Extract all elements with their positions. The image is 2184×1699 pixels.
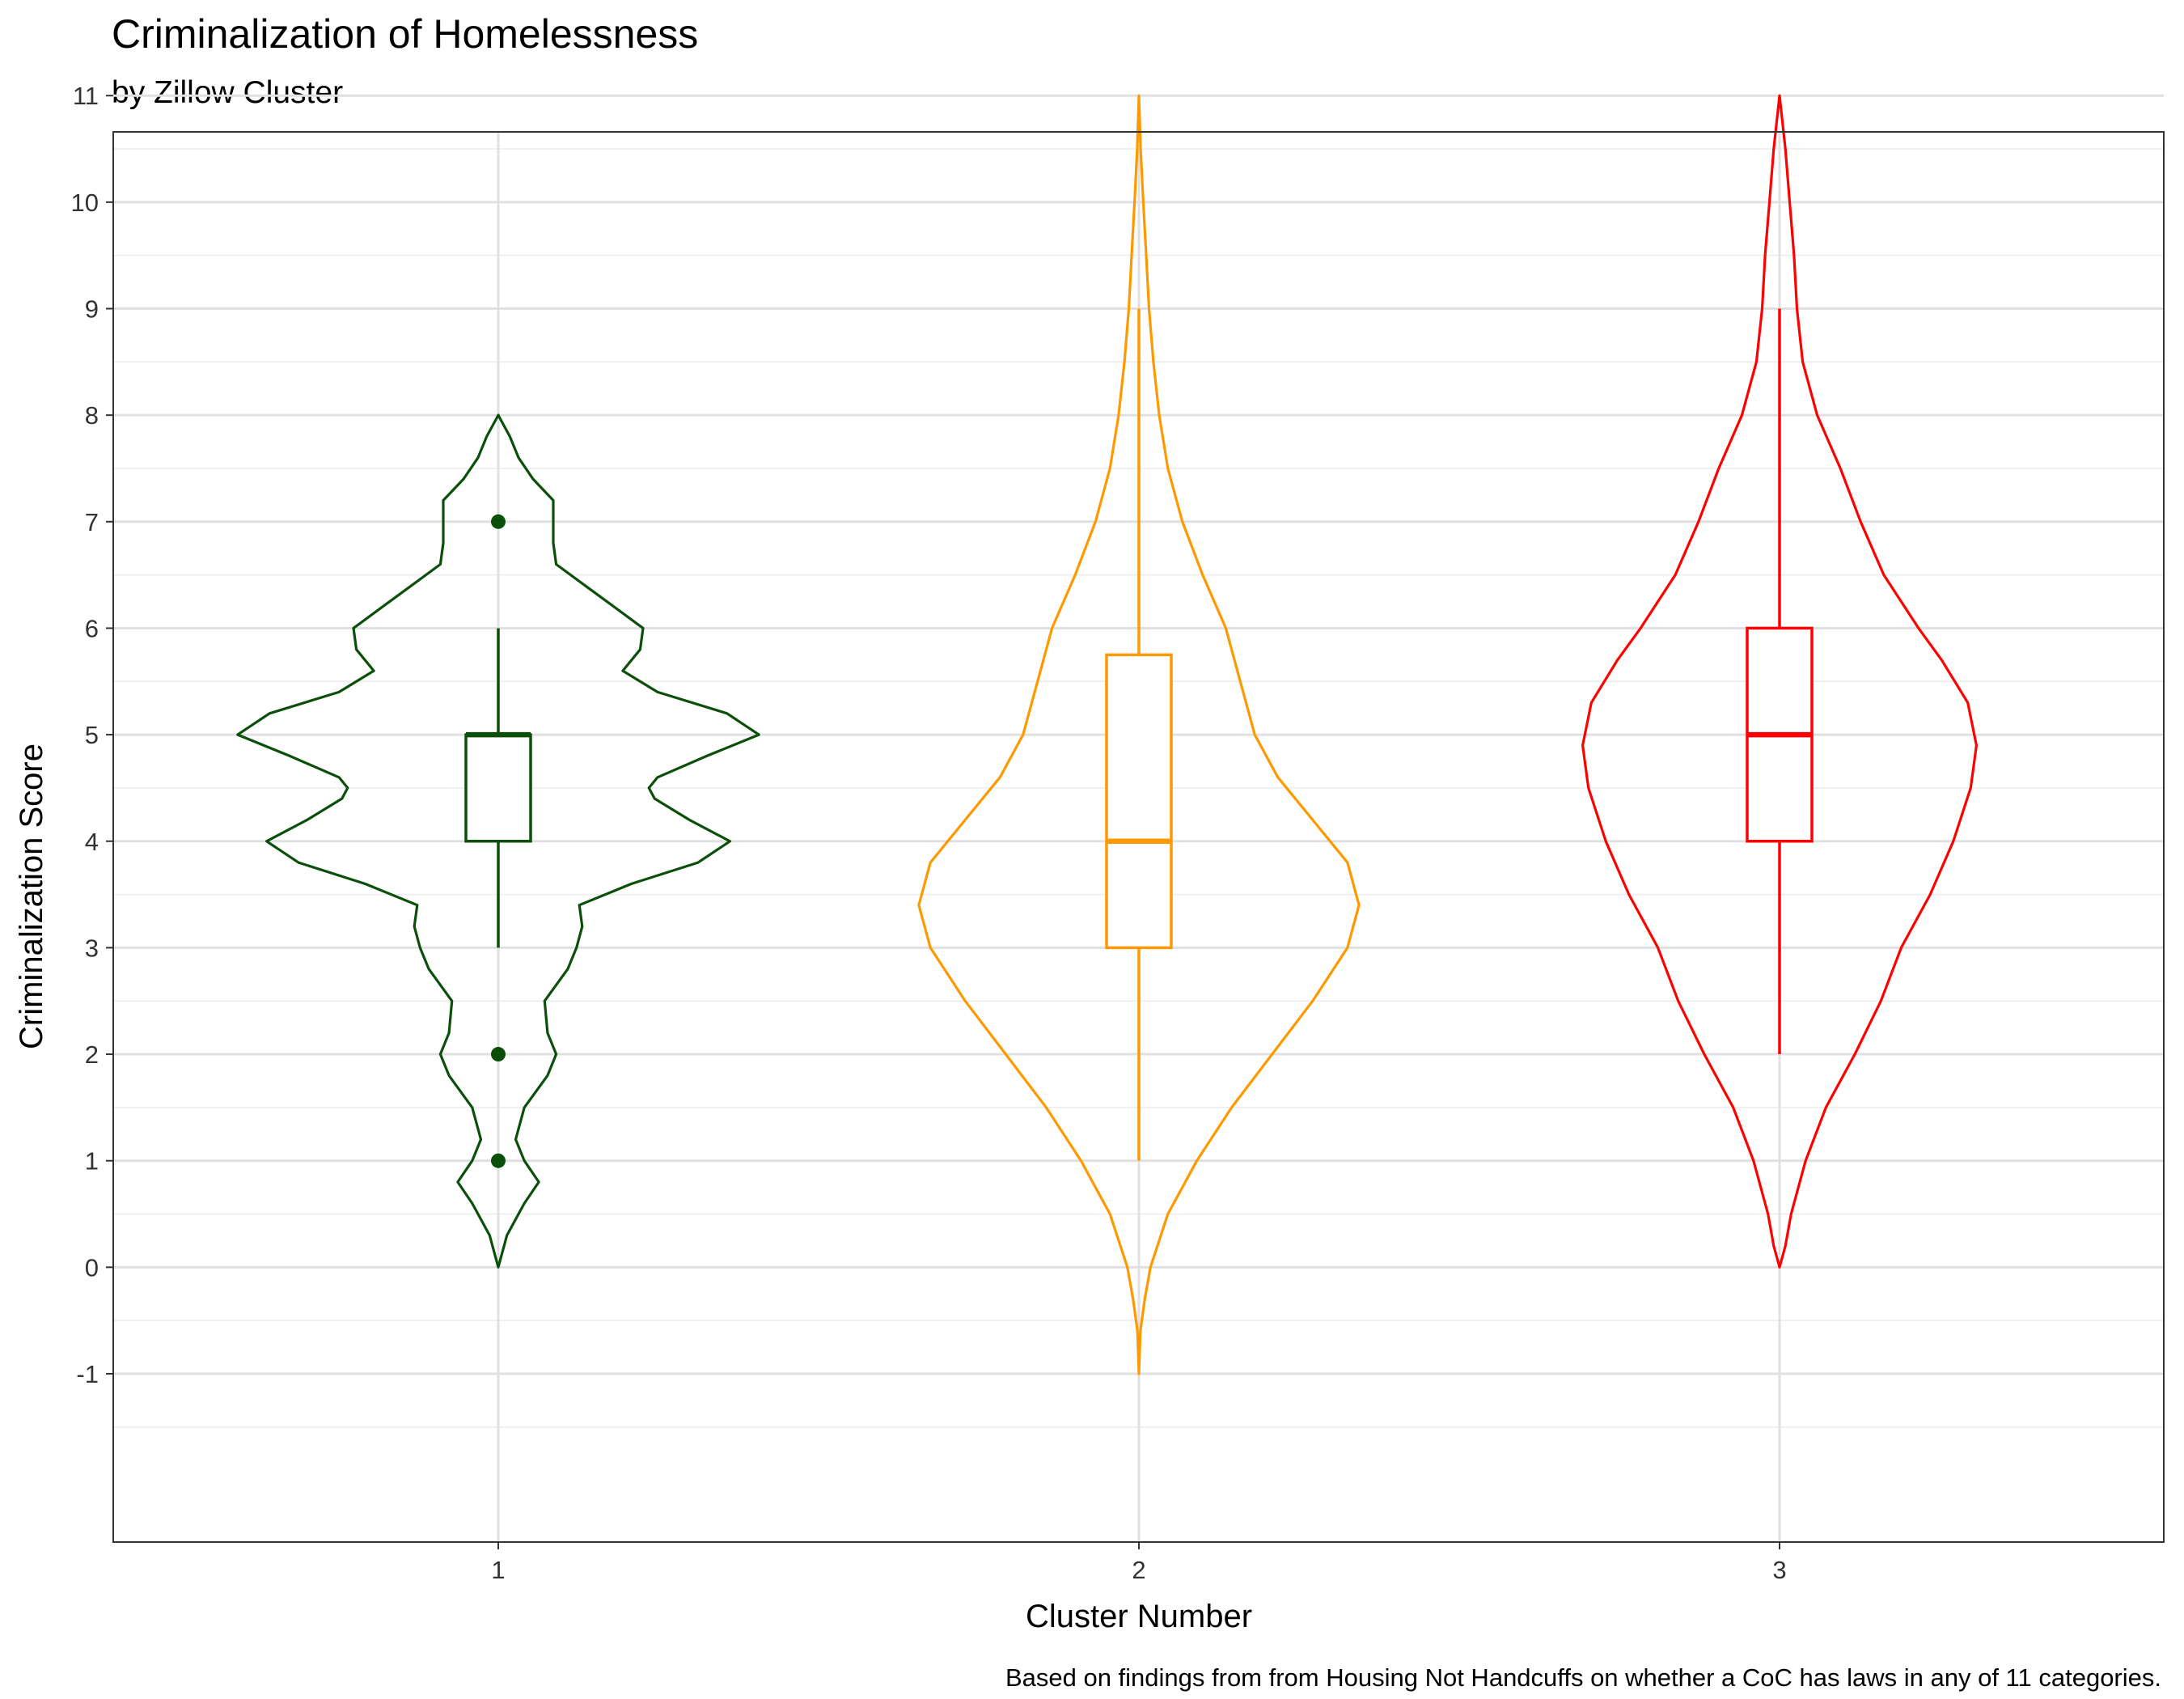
violin-2: [917, 94, 1361, 1375]
y-tick-label: 3: [85, 934, 99, 962]
chart-subtitle: by Zillow Cluster: [112, 75, 343, 110]
box-2: [1105, 653, 1173, 950]
y-tick-label: 10: [71, 189, 99, 217]
x-tick-label: 2: [1132, 1556, 1145, 1584]
y-tick-label: 2: [85, 1040, 99, 1069]
x-tick-label: 1: [491, 1556, 505, 1584]
outlier-point-1: [491, 1153, 506, 1168]
y-tick-label: 8: [85, 401, 99, 430]
y-tick-label: 11: [73, 82, 99, 110]
chart-title: Criminalization of Homelessness: [112, 11, 698, 57]
box-1: [464, 733, 532, 843]
outlier-point-1: [491, 514, 506, 529]
x-axis-title: Cluster Number: [1026, 1599, 1252, 1634]
outlier-point-1: [491, 1047, 506, 1062]
y-tick-label: 1: [85, 1147, 99, 1176]
y-tick-label: 5: [85, 721, 99, 749]
y-tick-label: 4: [85, 828, 99, 856]
y-tick-label: 0: [85, 1253, 99, 1282]
chart-caption: Based on findings from from Housing Not …: [1005, 1663, 2161, 1692]
y-axis-title: Criminalization Score: [14, 744, 49, 1049]
y-tick-label: -1: [76, 1360, 99, 1388]
violin-3: [1581, 94, 1978, 1269]
y-tick-label: 9: [85, 295, 99, 324]
y-tick-label: 6: [85, 614, 99, 642]
x-tick-label: 3: [1772, 1556, 1786, 1584]
y-tick-label: 7: [85, 508, 99, 536]
violin-1: [236, 413, 760, 1269]
